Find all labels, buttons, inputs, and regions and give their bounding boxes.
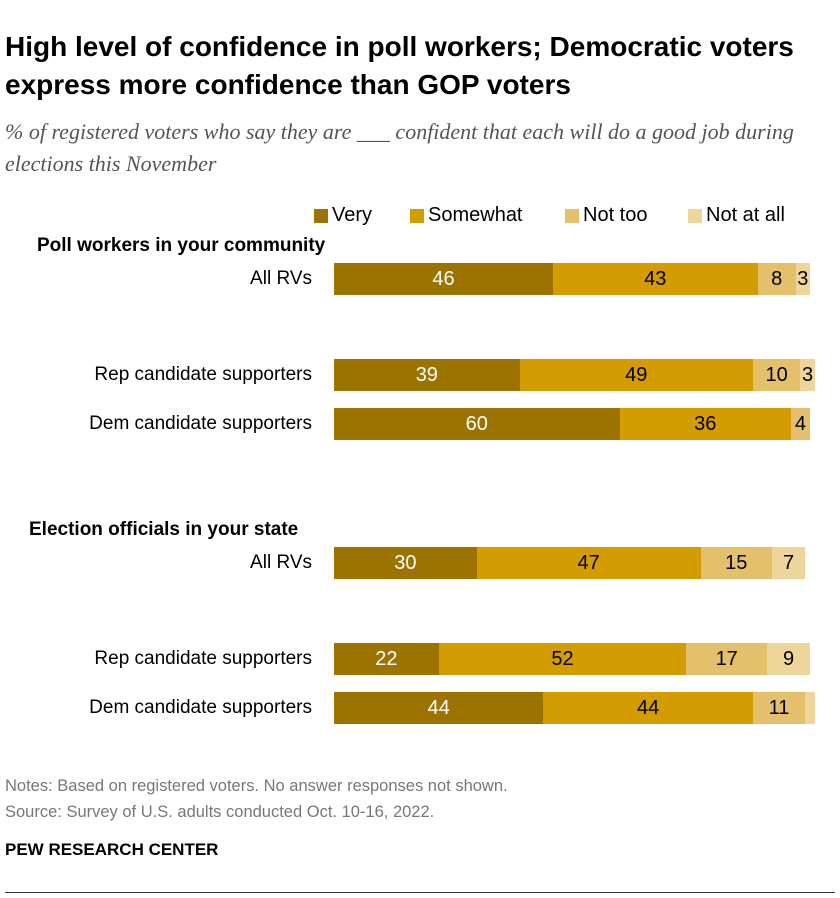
bar-segment-not-at-all: 9 [767, 643, 810, 675]
legend-label: Somewhat [428, 204, 523, 226]
bar-segment-somewhat: 52 [438, 643, 687, 675]
legend-item: Not at all [688, 204, 785, 227]
bar-segment-not-at-all [805, 692, 815, 724]
legend-label: Not too [583, 204, 648, 226]
row-label: Rep candidate supporters [94, 364, 312, 385]
bar-segment-somewhat: 43 [552, 263, 758, 295]
bottom-rule [5, 892, 835, 893]
bar-segment-somewhat: 47 [476, 547, 701, 579]
notes-block: Notes: Based on registered voters. No an… [5, 773, 508, 825]
bar-segment-somewhat: 49 [519, 359, 753, 391]
bar-segment-somewhat: 44 [543, 692, 753, 724]
bar-segment-not-at-all: 7 [771, 547, 806, 579]
row-label: Dem candidate supporters [89, 697, 312, 718]
legend-item: Not too [565, 204, 647, 227]
notes: Notes: Based on registered voters. No an… [5, 777, 508, 795]
legend-swatch [565, 208, 579, 223]
legend-swatch [410, 208, 424, 223]
row-label: Rep candidate supporters [94, 648, 312, 669]
legend-swatch [314, 208, 328, 223]
bar-segment-not-at-all: 3 [795, 263, 810, 295]
bar-segment-somewhat: 36 [619, 408, 791, 440]
group-title: Poll workers in your community [37, 235, 326, 256]
bar-segment-not-too: 15 [700, 547, 772, 579]
bar-segment-very: 39 [334, 359, 520, 391]
bar-segment-very: 44 [334, 692, 544, 724]
legend-item: Very [314, 204, 372, 227]
legend-label: Not at all [706, 204, 785, 226]
row-label: All RVs [250, 268, 312, 289]
bar-segment-not-too: 11 [752, 692, 806, 724]
legend: Very Somewhat Not too Not at all [0, 204, 840, 228]
source: Source: Survey of U.S. adults conducted … [5, 803, 435, 821]
bar-segment-very: 46 [334, 263, 553, 295]
legend-swatch [688, 208, 702, 223]
row-label: All RVs [250, 552, 312, 573]
bar-segment-very: 60 [334, 408, 620, 440]
bar-segment-very: 30 [334, 547, 477, 579]
row-label: Dem candidate supporters [89, 413, 312, 434]
legend-item: Somewhat [410, 204, 523, 227]
legend-label: Very [332, 204, 373, 226]
bar-segment-not-too: 8 [757, 263, 796, 295]
bar-segment-not-too: 17 [686, 643, 768, 675]
bar-segment-not-too: 10 [752, 359, 801, 391]
brand-logo: PEW RESEARCH CENTER [5, 840, 219, 859]
bar-segment-not-too: 4 [790, 408, 810, 440]
group-title: Election officials in your state [29, 519, 299, 540]
bar-segment-not-at-all: 3 [800, 359, 815, 391]
chart-subtitle: % of registered voters who say they are … [5, 119, 794, 176]
chart-title: High level of confidence in poll workers… [5, 31, 794, 100]
bar-segment-very: 22 [334, 643, 439, 675]
